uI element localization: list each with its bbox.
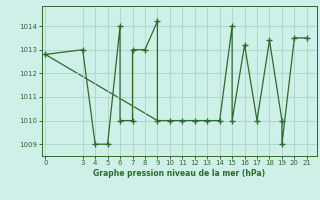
X-axis label: Graphe pression niveau de la mer (hPa): Graphe pression niveau de la mer (hPa) <box>93 169 265 178</box>
